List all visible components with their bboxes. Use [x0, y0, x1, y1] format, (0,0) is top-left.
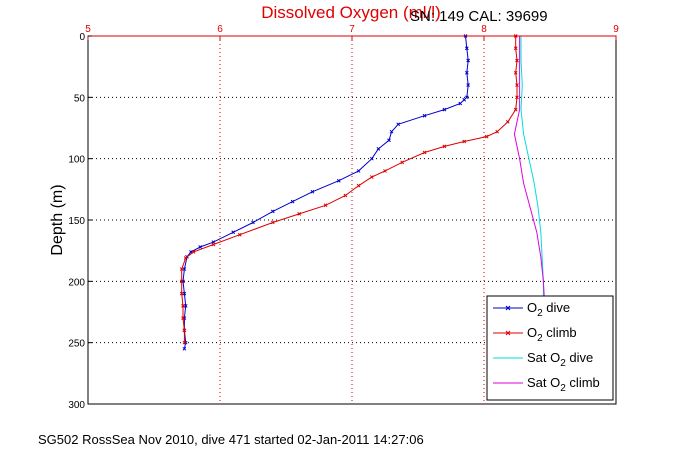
series-line-sat-o2-climb — [513, 36, 546, 306]
data-point-o2-dive — [270, 209, 275, 214]
y-tick-label: 100 — [68, 155, 85, 166]
data-point-o2-dive — [387, 138, 391, 143]
data-point-o2-climb — [183, 256, 188, 260]
data-point-o2-climb — [181, 316, 185, 320]
data-point-o2-dive — [466, 83, 471, 87]
data-point-o2-dive — [422, 113, 427, 118]
legend-label-rest: dive — [566, 350, 593, 365]
legend-label-main: Sat O — [527, 375, 560, 390]
data-point-o2-climb — [323, 203, 328, 208]
data-point-o2-climb — [369, 175, 374, 179]
legend-marker-o2-climb — [505, 330, 511, 336]
y-tick-label: 150 — [68, 216, 85, 227]
data-point-o2-climb — [179, 279, 184, 284]
legend-label-rest: dive — [543, 300, 570, 315]
data-point-o2-climb — [513, 46, 518, 51]
series-line-o2-climb — [181, 36, 518, 343]
data-point-o2-dive — [369, 156, 374, 161]
data-point-o2-climb — [237, 232, 242, 237]
data-point-o2-climb — [422, 150, 427, 155]
data-point-o2-dive — [464, 70, 469, 75]
data-point-o2-climb — [179, 291, 184, 296]
data-point-o2-climb — [462, 139, 467, 144]
data-point-o2-dive — [290, 199, 295, 204]
legend-label-rest: climb — [566, 375, 600, 390]
legend-label-sat-o2-dive: Sat O2 dive — [527, 350, 593, 369]
series-group — [179, 34, 546, 351]
y-tick-label: 300 — [68, 400, 85, 411]
y-tick-label: 0 — [79, 32, 85, 43]
data-point-o2-climb — [515, 83, 519, 87]
legend-label-main: Sat O — [527, 350, 560, 365]
data-point-o2-climb — [442, 144, 447, 149]
data-point-o2-dive — [336, 178, 341, 183]
caption: SG502 RossSea Nov 2010, dive 471 started… — [38, 432, 424, 447]
y-tick-label: 200 — [68, 277, 85, 288]
data-point-o2-climb — [179, 267, 184, 271]
data-point-o2-climb — [182, 340, 187, 345]
data-point-o2-dive — [458, 101, 463, 106]
data-point-o2-dive — [464, 46, 469, 51]
legend-label-o2-climb: O2 climb — [527, 325, 577, 344]
data-point-o2-climb — [495, 129, 500, 134]
data-point-o2-climb — [211, 242, 216, 247]
x-tick-label: 6 — [217, 24, 223, 35]
data-point-o2-climb — [270, 220, 275, 225]
grid — [88, 36, 616, 404]
y-tick-label: 250 — [68, 339, 85, 350]
data-point-o2-climb — [513, 107, 518, 112]
data-point-o2-climb — [343, 193, 348, 198]
legend-label-subscript: 2 — [560, 383, 566, 394]
data-point-o2-climb — [182, 328, 187, 333]
legend-label-subscript: 2 — [537, 333, 543, 344]
chart-title-right: SN: 149 CAL: 39699 — [410, 8, 548, 25]
legend-marker-o2-dive — [505, 305, 511, 311]
data-point-o2-dive — [442, 107, 447, 112]
data-point-o2-dive — [376, 146, 381, 151]
data-point-o2-climb — [505, 120, 510, 124]
data-point-o2-climb — [515, 95, 519, 100]
data-point-o2-climb — [513, 70, 518, 75]
legend-label-rest: climb — [543, 325, 577, 340]
y-tick-labels: 0 50 100 150 200 250 300 — [68, 32, 92, 411]
legend-label-main: O — [527, 325, 537, 340]
data-point-o2-climb — [191, 250, 196, 254]
data-point-o2-dive — [231, 230, 236, 235]
x-tick-label: 9 — [613, 24, 619, 35]
x-tick-label: 8 — [481, 24, 487, 35]
data-point-o2-climb — [484, 134, 489, 139]
chart-title: Dissolved Oxygen (ml/l) — [261, 3, 441, 22]
series-line-sat-o2-dive — [520, 36, 544, 306]
data-point-o2-dive — [396, 122, 401, 127]
data-point-o2-climb — [383, 169, 387, 173]
data-point-o2-climb — [515, 58, 519, 63]
legend-label-main: O — [527, 300, 537, 315]
data-point-o2-climb — [181, 304, 185, 308]
data-point-o2-dive — [466, 58, 471, 63]
x-tick-labels: 5 6 7 8 9 — [85, 24, 619, 40]
x-tick-label: 5 — [85, 24, 91, 35]
data-point-o2-dive — [251, 220, 255, 225]
data-point-o2-climb — [297, 212, 302, 216]
y-tick-label: 50 — [74, 93, 86, 104]
data-point-o2-climb — [356, 183, 361, 188]
data-point-o2-dive — [310, 189, 315, 194]
legend-label-subscript: 2 — [537, 308, 543, 319]
data-point-o2-dive — [356, 169, 361, 173]
x-tick-label: 7 — [349, 24, 355, 35]
legend-label-o2-dive: O2 dive — [527, 300, 570, 319]
data-point-o2-dive — [198, 245, 203, 249]
data-point-o2-dive — [389, 129, 394, 134]
data-point-o2-dive — [462, 97, 467, 102]
legend-label-sat-o2-climb: Sat O2 climb — [527, 375, 600, 394]
data-point-o2-climb — [400, 160, 405, 165]
data-point-o2-dive — [464, 95, 469, 100]
legend-label-subscript: 2 — [560, 358, 566, 369]
y-axis-label: Depth (m) — [49, 184, 66, 255]
data-point-o2-dive — [182, 346, 187, 351]
